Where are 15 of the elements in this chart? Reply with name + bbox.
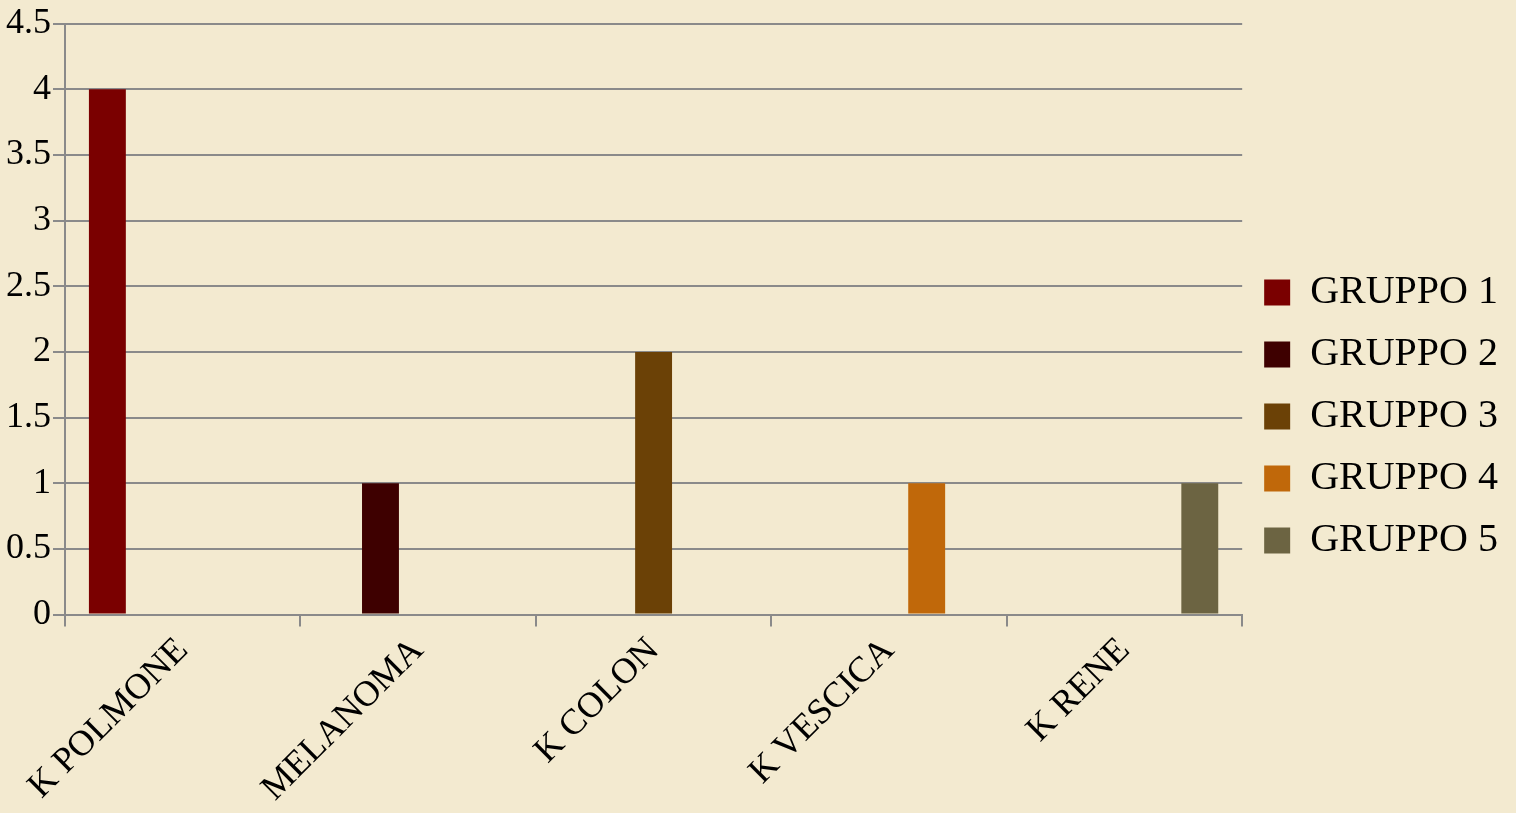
y-tick-label: 0.5 [6, 526, 51, 567]
y-tick-label: 3.5 [6, 132, 51, 173]
y-tick-label: 1.5 [6, 395, 51, 436]
y-tick-label: 1 [33, 460, 51, 501]
legend-label: GRUPPO 5 [1310, 515, 1499, 560]
legend-label: GRUPPO 2 [1310, 329, 1499, 374]
y-tick-label: 2.5 [6, 263, 51, 304]
y-tick-label: 3 [33, 198, 51, 239]
y-tick-label: 4.5 [6, 1, 51, 42]
y-tick-label: 0 [33, 592, 51, 633]
legend-label: GRUPPO 1 [1310, 267, 1499, 312]
y-tick-label: 2 [33, 329, 51, 370]
y-tick-label: 4 [33, 66, 51, 107]
legend-label: GRUPPO 4 [1310, 453, 1499, 498]
legend-label: GRUPPO 3 [1310, 391, 1499, 436]
